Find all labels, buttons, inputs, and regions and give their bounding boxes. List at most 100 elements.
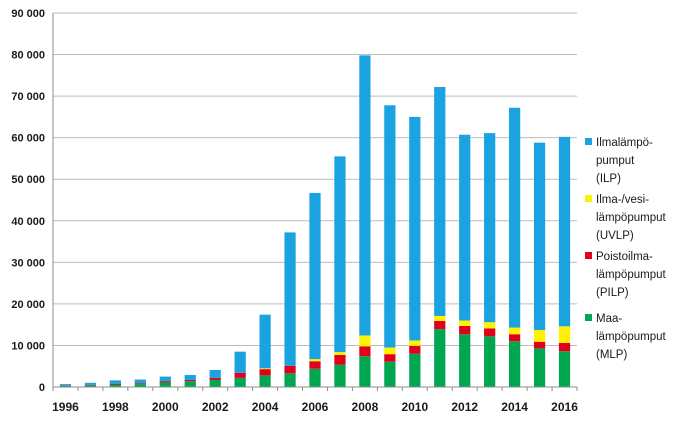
- x-tick-label: 2000: [152, 400, 179, 414]
- x-tick-label: 1996: [52, 400, 79, 414]
- bar-segment-pilp-2006: [309, 361, 321, 369]
- bar-segment-ilp-2005: [284, 232, 296, 366]
- legend-label-line: (MLP): [596, 349, 627, 361]
- bar-segment-uvlp-2012: [459, 320, 471, 326]
- legend-swatch: [585, 138, 592, 145]
- bar-segment-mlp-2001: [184, 381, 196, 387]
- y-tick-labels: 0 10 000 20 000 30 000 40 000 50 000 60 000 70 …: [11, 8, 45, 394]
- bar-segment-ilp-1998: [109, 380, 121, 384]
- legend-item-pilp: Poistoilma-lämpöpumput (PILP): [585, 251, 666, 299]
- bar-segment-pilp-2010: [409, 345, 421, 354]
- bar-segment-ilp-2011: [434, 86, 446, 316]
- bar-segment-ilp-1999: [134, 379, 146, 384]
- y-tick-label: 90 000: [11, 8, 45, 20]
- bar-segment-pilp-2004: [259, 369, 271, 376]
- bar-segment-pilp-2000: [159, 381, 171, 383]
- bar-segment-pilp-2003: [234, 372, 246, 378]
- legend-label-line: Ilma-/vesi-: [596, 194, 649, 206]
- legend-item-ilp: Ilmalämpö-pumput (ILP): [585, 137, 653, 185]
- axes: [52, 13, 578, 391]
- legend-item-mlp: Maa-lämpöpumput (MLP): [585, 313, 666, 361]
- bar-segment-mlp-1996: [59, 385, 72, 387]
- legend: Ilmalämpö-pumput (ILP) Ilma-/vesi-lämpöpum…: [585, 137, 666, 361]
- bar-segment-pilp-2013: [484, 328, 496, 337]
- bar-segment-pilp-2011: [434, 320, 446, 330]
- y-tick-label: 0: [39, 382, 45, 394]
- y-tick-label: 10 000: [11, 340, 45, 352]
- bar-segment-ilp-2006: [309, 192, 321, 360]
- legend-label-line: Maa-: [596, 313, 622, 325]
- bar-segment-pilp-2016: [558, 342, 571, 352]
- legend-swatch: [585, 252, 592, 259]
- bar-segment-mlp-2015: [533, 348, 546, 387]
- bar-segment-mlp-2009: [384, 361, 396, 387]
- legend-label-line: lämpöpumput: [596, 269, 666, 281]
- bar-segment-ilp-2015: [533, 142, 546, 331]
- y-tick-label: 80 000: [11, 50, 45, 62]
- x-tick-label: 2010: [401, 400, 428, 414]
- bar-segment-mlp-2005: [284, 373, 296, 387]
- bar-segment-ilp-2016: [558, 136, 571, 327]
- legend-swatch: [585, 314, 592, 321]
- bar-segment-ilp-2003: [234, 351, 246, 373]
- legend-label-line: (UVLP): [596, 230, 634, 242]
- bar-segment-uvlp-2008: [359, 335, 371, 347]
- bar-segment-mlp-1999: [134, 384, 146, 387]
- legend-item-uvlp: Ilma-/vesi-lämpöpumput (UVLP): [585, 194, 666, 242]
- bar-segment-uvlp-2007: [334, 352, 346, 356]
- bar-segment-ilp-2013: [484, 133, 496, 323]
- x-tick-label: 2014: [501, 400, 528, 414]
- bar-segment-uvlp-2010: [409, 340, 421, 346]
- bar-segment-mlp-2008: [359, 356, 371, 387]
- bar-segment-ilp-1996: [59, 384, 72, 386]
- legend-swatch: [585, 195, 592, 202]
- y-tick-label: 70 000: [11, 91, 45, 103]
- bar-segment-mlp-1997: [84, 385, 97, 387]
- bar-segment-mlp-2004: [259, 375, 271, 387]
- y-tick-label: 30 000: [11, 257, 45, 269]
- bar-segment-pilp-2009: [384, 354, 396, 362]
- bar-segment-ilp-2012: [459, 134, 471, 321]
- bar-segment-pilp-1998: [109, 383, 121, 385]
- legend-label-line: (PILP): [596, 287, 629, 299]
- bar-segment-pilp-2015: [533, 341, 546, 349]
- y-tick-label: 60 000: [11, 133, 45, 145]
- bar-segment-mlp-2016: [558, 351, 571, 387]
- bar-segment-uvlp-2013: [484, 322, 496, 329]
- bar-segment-ilp-2014: [509, 107, 521, 328]
- bar-segment-uvlp-2014: [509, 327, 521, 335]
- y-tick-label: 50 000: [11, 174, 45, 186]
- y-tick-label: 40 000: [11, 216, 45, 228]
- bar-segment-ilp-2001: [184, 374, 196, 380]
- bar-segment-uvlp-2016: [558, 326, 571, 343]
- bar-segment-mlp-2007: [334, 364, 346, 387]
- bar-segment-mlp-2012: [459, 334, 471, 387]
- bar-segment-uvlp-2006: [309, 359, 321, 362]
- bar-segment-ilp-2007: [334, 156, 346, 353]
- bar-segment-mlp-2013: [484, 336, 496, 387]
- bar-segment-ilp-2010: [409, 116, 421, 341]
- x-tick-label: 2016: [551, 400, 578, 414]
- bar-segment-uvlp-2004: [259, 368, 271, 370]
- bar-segment-uvlp-2015: [533, 330, 546, 342]
- bar-segment-mlp-2003: [234, 377, 246, 387]
- bar-segment-pilp-2002: [209, 377, 221, 380]
- bar-segment-mlp-2011: [434, 329, 446, 387]
- bar-segment-ilp-2008: [359, 55, 371, 336]
- x-tick-label: 2012: [451, 400, 478, 414]
- x-tick-labels: 1996 1998 2000 2002 2004 2006 2008 2010 2012 2014…: [52, 400, 578, 414]
- bar-segment-pilp-1999: [134, 383, 146, 385]
- legend-label-line: Poistoilma-: [596, 251, 653, 263]
- bar-segment-pilp-2007: [334, 355, 346, 365]
- bar-segment-uvlp-2009: [384, 347, 396, 355]
- y-tick-label: 20 000: [11, 299, 45, 311]
- legend-label-line: Ilmalämpö-: [596, 137, 653, 149]
- bar-segment-mlp-2010: [409, 353, 421, 387]
- bar-segment-mlp-2006: [309, 368, 321, 387]
- bars: [59, 55, 571, 387]
- bar-segment-pilp-2001: [184, 379, 196, 382]
- gridlines: [53, 12, 577, 346]
- bar-segment-ilp-2009: [384, 105, 396, 348]
